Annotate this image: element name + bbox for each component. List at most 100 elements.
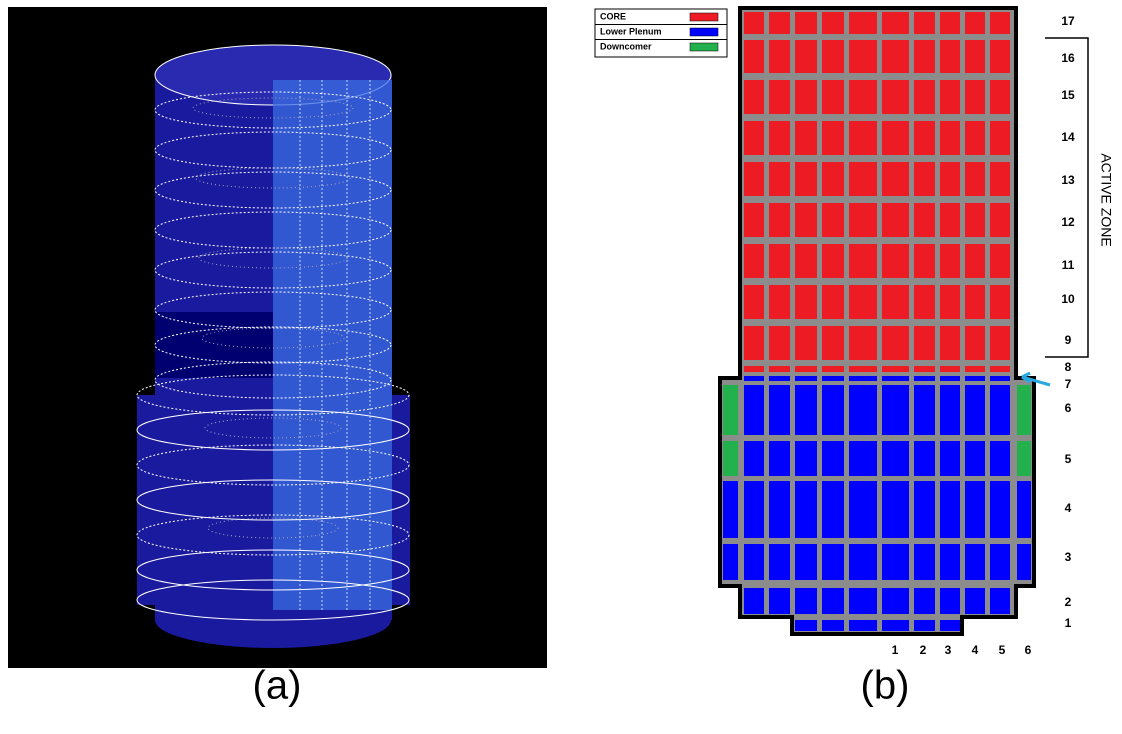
- cell: [914, 12, 935, 34]
- cell: [990, 40, 1010, 73]
- cell: [744, 121, 764, 155]
- cell: [744, 366, 764, 372]
- cell: [849, 162, 877, 196]
- cell: [990, 121, 1010, 155]
- cell: [822, 285, 844, 319]
- cell: [882, 481, 909, 538]
- cell: [744, 244, 764, 278]
- row-label: 11: [1062, 258, 1075, 272]
- cell: [882, 80, 909, 114]
- cell: [940, 376, 960, 381]
- column-label: 2: [920, 643, 927, 657]
- cell: [990, 80, 1010, 114]
- row-label: 15: [1061, 88, 1075, 102]
- cell: [940, 588, 960, 614]
- cell: [769, 326, 790, 360]
- cell: [769, 481, 790, 538]
- cell: [990, 588, 1010, 614]
- cell: [914, 162, 935, 196]
- cell: [990, 203, 1010, 237]
- cell: [882, 620, 909, 631]
- cell: [769, 544, 790, 580]
- cell: [849, 481, 877, 538]
- cell: [795, 376, 817, 381]
- cell: [940, 366, 960, 372]
- cell: [795, 544, 817, 580]
- cell: [940, 40, 960, 73]
- cell: [822, 366, 844, 372]
- cell: [882, 121, 909, 155]
- cell: [769, 285, 790, 319]
- row-label: 3: [1065, 550, 1072, 564]
- cell: [744, 544, 764, 580]
- cell: [849, 121, 877, 155]
- cell: [914, 441, 935, 476]
- row-label: 7: [1065, 377, 1072, 391]
- cell: [822, 481, 844, 538]
- cell: [965, 12, 985, 34]
- cell: [849, 203, 877, 237]
- cell: [822, 385, 844, 435]
- cell: [914, 376, 935, 381]
- cell: [914, 80, 935, 114]
- cell: [744, 285, 764, 319]
- cell: [965, 285, 985, 319]
- cell: [769, 376, 790, 381]
- row-label: 5: [1065, 452, 1072, 466]
- cell: [744, 203, 764, 237]
- cell: [965, 162, 985, 196]
- cell: [882, 203, 909, 237]
- side-cell: [1017, 481, 1031, 538]
- cell: [914, 203, 935, 237]
- cell: [940, 12, 960, 34]
- row-label: 2: [1065, 595, 1072, 609]
- row-label: 17: [1061, 14, 1075, 28]
- cell: [914, 326, 935, 360]
- cell: [882, 588, 909, 614]
- cell: [849, 376, 877, 381]
- cell: [849, 40, 877, 73]
- row-label: 12: [1061, 215, 1075, 229]
- legend-label: Lower Plenum: [600, 26, 662, 36]
- cell: [914, 121, 935, 155]
- cell: [914, 366, 935, 372]
- column-label: 4: [972, 643, 979, 657]
- cell: [914, 620, 935, 631]
- cell: [914, 588, 935, 614]
- cell: [965, 481, 985, 538]
- cell: [882, 441, 909, 476]
- row-label: 13: [1061, 173, 1075, 187]
- cell: [795, 441, 817, 476]
- cell: [882, 285, 909, 319]
- cell: [769, 203, 790, 237]
- cell: [744, 80, 764, 114]
- cell: [849, 620, 877, 631]
- cell: [795, 40, 817, 73]
- side-cell: [1017, 544, 1031, 580]
- cell: [940, 481, 960, 538]
- cell: [940, 326, 960, 360]
- cell: [769, 244, 790, 278]
- cell: [795, 203, 817, 237]
- legend-swatch: [690, 43, 718, 51]
- cell: [849, 366, 877, 372]
- cell: [822, 544, 844, 580]
- cell: [882, 162, 909, 196]
- cell: [795, 121, 817, 155]
- legend-swatch: [690, 13, 718, 21]
- cell: [822, 162, 844, 196]
- vessel-3d-view: [137, 45, 410, 648]
- cell: [769, 588, 790, 614]
- cell: [914, 385, 935, 435]
- cell: [940, 441, 960, 476]
- cell: [769, 40, 790, 73]
- column-label: 5: [999, 643, 1006, 657]
- side-cell: [1017, 385, 1031, 435]
- zone-bracket: [1045, 38, 1088, 357]
- cell: [744, 40, 764, 73]
- figure: (a) ACTIVE ZONE (b) 12345678910111213141…: [0, 0, 1122, 734]
- cell: [849, 326, 877, 360]
- legend-label: Downcomer: [600, 41, 652, 51]
- cell: [769, 80, 790, 114]
- row-label: 8: [1065, 360, 1072, 374]
